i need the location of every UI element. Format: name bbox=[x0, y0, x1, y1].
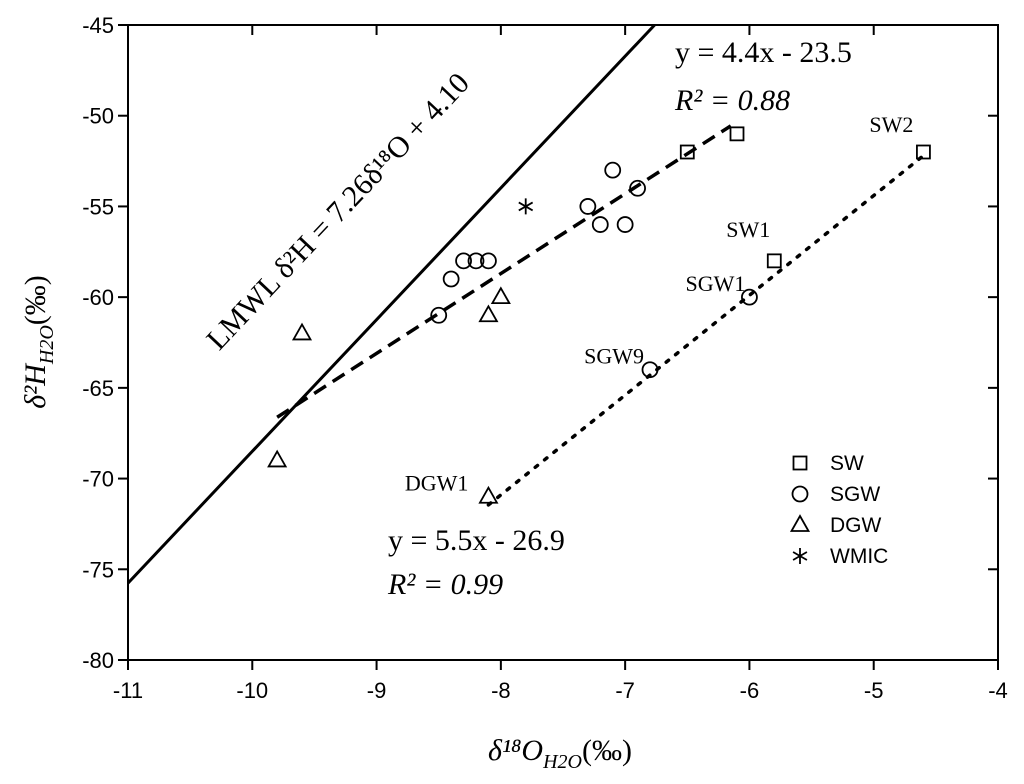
legend-label: SGW bbox=[830, 483, 880, 506]
y-tick-label: -80 bbox=[82, 648, 114, 673]
data-point bbox=[591, 216, 609, 233]
fit-line bbox=[486, 153, 926, 507]
data-point bbox=[641, 361, 659, 379]
data-point bbox=[679, 144, 695, 160]
y-label-subscript: H2O bbox=[36, 325, 58, 365]
y-tick-label: -65 bbox=[82, 376, 114, 401]
y-tick-label: -45 bbox=[82, 13, 114, 38]
y-tick-label: -70 bbox=[82, 467, 114, 492]
data-point bbox=[616, 216, 634, 233]
equation: y = 5.5x - 26.9 bbox=[388, 524, 565, 557]
data-point bbox=[741, 288, 758, 306]
x-tick-label: -8 bbox=[491, 678, 511, 703]
data-point bbox=[480, 252, 497, 270]
fit-line bbox=[276, 124, 732, 419]
y-axis-label: δ²HH2O(‰) bbox=[19, 275, 58, 408]
equation: y = 4.4x - 23.5 bbox=[675, 36, 852, 69]
y-label-symbol: δ²H bbox=[19, 362, 52, 409]
point-label: SW2 bbox=[869, 112, 913, 137]
data-point bbox=[604, 161, 622, 179]
data-point bbox=[478, 304, 499, 323]
legend-marker bbox=[791, 485, 809, 503]
data-point bbox=[490, 286, 511, 305]
y-tick-label: -50 bbox=[82, 104, 114, 129]
point-label: DGW1 bbox=[405, 471, 469, 496]
y-tick-label: -75 bbox=[82, 557, 114, 582]
x-label-subscript: H2O bbox=[542, 751, 582, 773]
line-label: LMWL δ²H = 7.26δ¹⁸O + 4.10 bbox=[200, 67, 476, 357]
data-point bbox=[467, 252, 485, 270]
data-point bbox=[579, 198, 597, 215]
x-label-unit: (‰) bbox=[582, 734, 632, 767]
legend-label: SW bbox=[830, 452, 864, 475]
y-label-unit: (‰) bbox=[19, 275, 52, 325]
legend-marker bbox=[789, 514, 811, 532]
x-tick-label: -4 bbox=[988, 678, 1008, 703]
legend-label: DGW bbox=[830, 514, 882, 537]
x-axis-label: δ¹⁸OH2O(‰) bbox=[488, 734, 632, 773]
data-point bbox=[766, 253, 782, 269]
x-tick-label: -10 bbox=[236, 678, 268, 703]
y-tick-label: -55 bbox=[82, 194, 114, 219]
data-point bbox=[291, 322, 313, 341]
data-point bbox=[629, 179, 646, 197]
point-label: SW1 bbox=[726, 217, 770, 242]
x-tick-label: -11 bbox=[113, 678, 143, 703]
data-point bbox=[518, 198, 534, 215]
legend-marker bbox=[792, 548, 808, 564]
data-point bbox=[442, 270, 460, 288]
data-point bbox=[916, 144, 931, 160]
point-label: SGW1 bbox=[686, 271, 746, 296]
r-squared: R² = 0.88 bbox=[674, 84, 790, 117]
data-point bbox=[267, 449, 288, 468]
data-point bbox=[430, 306, 448, 324]
fit-line bbox=[126, 23, 656, 585]
point-label: SGW9 bbox=[584, 344, 644, 369]
x-tick-label: -6 bbox=[740, 678, 760, 703]
x-tick-label: -5 bbox=[864, 678, 884, 703]
plot-frame bbox=[127, 24, 999, 661]
r-squared: R² = 0.99 bbox=[387, 568, 503, 601]
y-tick-label: -60 bbox=[82, 285, 114, 310]
data-point bbox=[478, 485, 499, 504]
x-label-symbol: δ¹⁸O bbox=[488, 734, 543, 767]
legend-label: WMIC bbox=[830, 545, 888, 568]
x-tick-label: -9 bbox=[367, 678, 387, 703]
data-point bbox=[455, 252, 472, 270]
legend-marker bbox=[792, 455, 808, 471]
x-tick-label: -7 bbox=[615, 678, 635, 703]
data-point bbox=[729, 126, 745, 142]
